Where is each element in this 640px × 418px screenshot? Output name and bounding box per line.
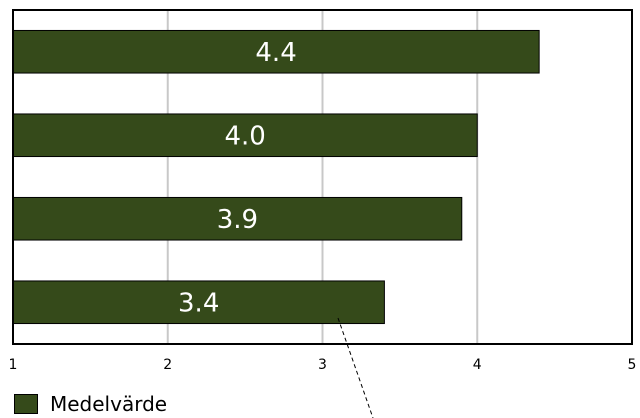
- bar-1: [12, 29, 540, 74]
- bar-2: [12, 113, 478, 158]
- x-tick-label-2: 2: [163, 357, 172, 373]
- bar-value-label-4: 3.4: [178, 288, 219, 318]
- legend: Medelvärde: [14, 392, 167, 416]
- bar-value-label-3: 3.9: [217, 205, 258, 235]
- x-tick-label-1: 1: [9, 357, 18, 373]
- legend-swatch: [14, 394, 38, 414]
- bar-3: [12, 196, 463, 241]
- bar-4: [12, 280, 385, 325]
- bar-value-label-1: 4.4: [255, 38, 296, 68]
- x-tick-label-4: 4: [473, 357, 482, 373]
- x-tick-label-5: 5: [628, 357, 637, 373]
- x-tick-label-3: 3: [318, 357, 327, 373]
- plot-frame: [12, 9, 633, 345]
- x-axis-ticks: 1 2 3 4 5: [9, 357, 637, 373]
- annotation-pointer-line: [337, 317, 374, 418]
- legend-label: Medelvärde: [50, 392, 168, 416]
- bars: 4.4 4.0 3.9 3.4: [12, 29, 540, 325]
- bar-value-label-2: 4.0: [224, 121, 265, 151]
